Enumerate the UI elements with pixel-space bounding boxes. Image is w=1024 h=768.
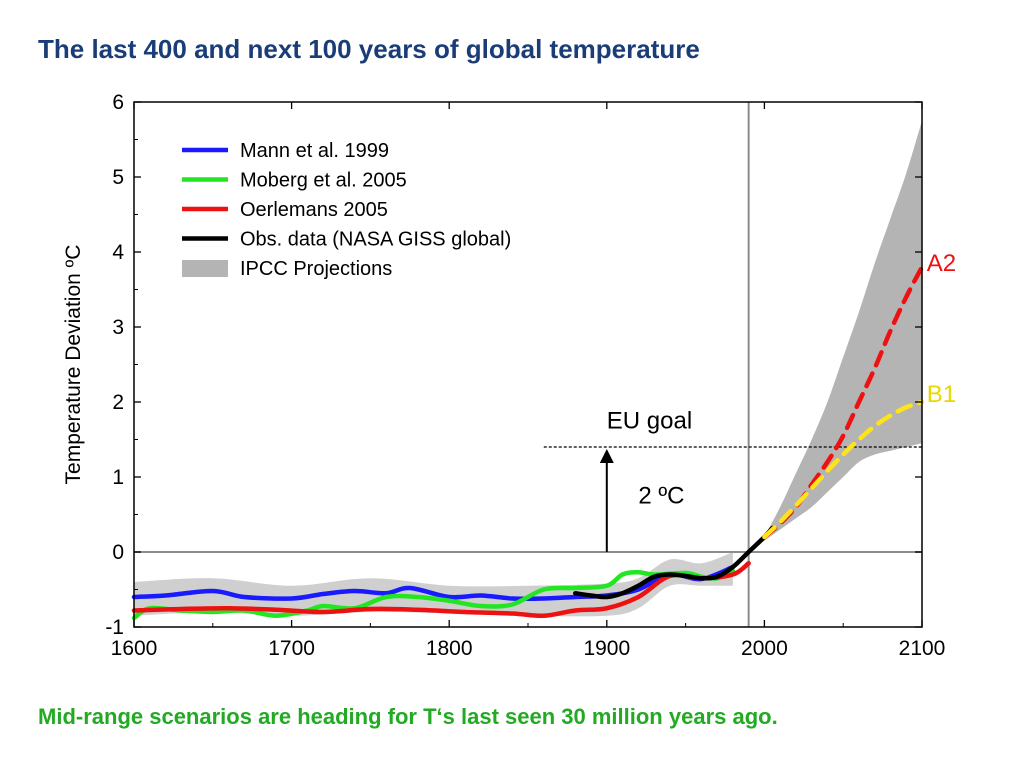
y-tick-label: 4 [112,241,124,264]
series-line-obs-data-nasa-giss-global [573,525,775,600]
y-tick-label: 3 [112,316,124,339]
x-tick-label: 1900 [583,637,630,660]
arrow-head [599,449,614,463]
legend-label: IPCC Projections [240,258,392,280]
plot-area: EU goal 2 ºC A2 B1 1600 1700 1800 1900 2000 2100 -… [62,91,956,660]
x-tick-label: 2100 [899,637,946,660]
y-axis-label: Temperature Deviation ºC [62,245,85,485]
x-tick-label: 1700 [268,637,315,660]
slide-caption: Mid-range scenarios are heading for T‘s … [38,704,778,729]
page-title: The last 400 and next 100 years of globa… [38,34,700,64]
annotation-eu-goal: EU goal [607,407,692,434]
y-tick-label: 1 [112,466,124,489]
legend-swatch-band [182,260,228,277]
x-tick-label: 2000 [741,637,788,660]
annotation-2-c: 2 ºC [638,482,684,509]
legend-label: Mann et al. 1999 [240,140,389,162]
y-tick-label: 2 [112,391,124,414]
x-tick-label: 1800 [426,637,473,660]
y-tick-label: 6 [112,91,124,114]
legend-label: Moberg et al. 2005 [240,170,407,192]
y-tick-label: 0 [112,541,124,564]
series-line-b1 [762,399,925,540]
y-tick-label: 5 [112,166,124,189]
x-tick-label: 1600 [111,637,158,660]
legend-label: Oerlemans 2005 [240,199,388,221]
annotation-a2: A2 [927,250,956,277]
annotation-b1: B1 [927,381,956,408]
temperature-chart: EU goal 2 ºC A2 B1 1600 1700 1800 1900 2000 2100 -… [62,91,956,660]
y-tick-label: -1 [105,616,124,639]
legend-label: Obs. data (NASA GISS global) [240,229,511,251]
series-line-mann-et-al-1999 [131,564,736,602]
band-1 [764,120,922,541]
